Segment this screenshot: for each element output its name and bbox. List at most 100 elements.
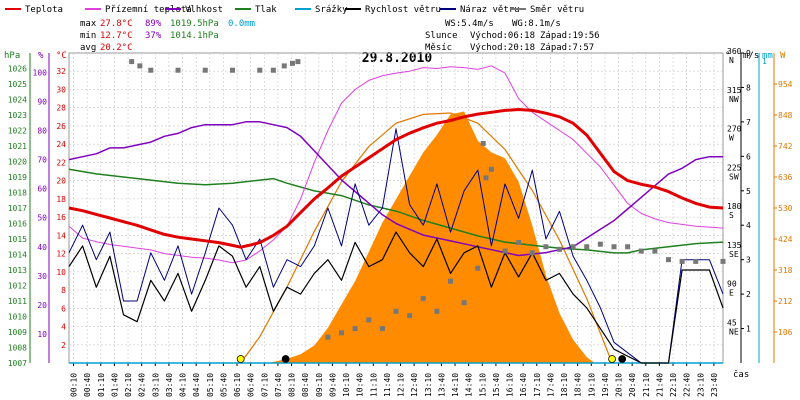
stats-min-temp: 12.7°C — [100, 31, 133, 41]
y-tick-label-hpa: 1019 — [8, 173, 27, 182]
wind-dir-point — [597, 241, 603, 247]
x-tick-label: 11:10 — [369, 373, 378, 397]
stats-avg-temp: 20.2°C — [100, 43, 133, 53]
stats-max-label: max — [80, 19, 97, 29]
y-tick-label-ms: 8 — [746, 83, 751, 92]
x-tick-label: 09:10 — [315, 373, 324, 397]
legend-label: Rychlost větru — [365, 5, 441, 15]
wind-dir-point — [175, 67, 181, 73]
y-tick-label-w: 212 — [778, 297, 793, 306]
stats-min-label: min — [80, 31, 96, 41]
y-tick-label-dir: NE — [729, 327, 739, 336]
y-tick-label-deg: 360 — [727, 47, 742, 56]
moon-label: Měsíc — [425, 43, 452, 53]
y-tick-label-degc: 28 — [56, 104, 66, 113]
x-tick-label: 22:10 — [669, 373, 678, 397]
x-tick-label: 22:40 — [683, 373, 692, 397]
x-tick-label: 06:10 — [233, 373, 242, 397]
axis-title-time: čas — [733, 369, 749, 380]
wind-dir-point — [148, 67, 154, 73]
y-tick-label-dir: W — [729, 134, 734, 143]
y-tick-label-degc: 20 — [56, 177, 66, 186]
wind-dir-point — [480, 140, 486, 146]
y-tick-label-w: 636 — [778, 173, 793, 182]
y-tick-label-w: 848 — [778, 111, 793, 120]
series-vlhkost — [68, 121, 723, 257]
x-tick-label: 14:10 — [451, 373, 460, 397]
moon-set: Západ:7:57 — [540, 43, 594, 53]
x-tick-label: 00:10 — [70, 373, 79, 397]
wind-dir-point — [461, 300, 467, 306]
x-tick-label: 20:10 — [615, 373, 624, 397]
x-tick-label: 21:40 — [655, 373, 664, 397]
y-tick-label-w: 742 — [778, 142, 793, 151]
stats-max-press: 1019.5hPa — [170, 19, 219, 29]
y-tick-label-deg: 45 — [727, 318, 737, 327]
wind-dir-point — [529, 250, 535, 256]
y-tick-label-deg: 225 — [727, 163, 742, 172]
x-tick-label: 15:40 — [492, 373, 501, 397]
x-tick-label: 14:40 — [465, 373, 474, 397]
wind-dir-point — [584, 244, 590, 250]
y-tick-label-hpa: 1011 — [8, 297, 27, 306]
y-tick-label-ms: 1 — [746, 325, 751, 334]
wind-dir-point — [611, 244, 617, 250]
y-tick-label-hpa: 1008 — [8, 344, 27, 353]
legend-rychlost-vetru: Rychlost větru — [345, 5, 441, 15]
x-tick-label: 18:10 — [560, 373, 569, 397]
x-tick-label: 19:10 — [587, 373, 596, 397]
legend-prizemni-teplota: Přízemní teplota — [85, 5, 192, 15]
y-tick-label-hpa: 1026 — [8, 65, 27, 74]
x-tick-label: 23:40 — [710, 373, 719, 397]
y-tick-label-hpa: 1022 — [8, 127, 27, 136]
plot-area — [68, 59, 726, 364]
x-tick-label: 11:40 — [383, 373, 392, 397]
y-tick-label-pct: 100 — [33, 68, 48, 77]
y-tick-label-degc: 26 — [56, 122, 66, 131]
sun-label: Slunce — [425, 31, 458, 41]
y-tick-label-pct: 40 — [37, 243, 47, 252]
stats-min-press: 1014.1hPa — [170, 31, 219, 41]
series-rychlost-vetru — [68, 231, 724, 364]
y-tick-label-hpa: 1025 — [8, 80, 27, 89]
y-tick-label-ms: 9 — [746, 49, 751, 58]
wind-dir-point — [625, 244, 631, 250]
x-tick-label: 13:10 — [424, 373, 433, 397]
wind-dir-point — [295, 59, 301, 65]
y-tick-label-hpa: 1023 — [8, 111, 27, 120]
wind-dir-point — [720, 258, 726, 264]
stats-avg-label: avg — [80, 43, 96, 53]
y-tick-label-mm: 1 — [762, 57, 767, 66]
axis-title-ms: m/s — [743, 51, 759, 61]
wind-dir-point — [652, 248, 658, 254]
stats-max-rain: 0.0mm — [228, 19, 255, 29]
y-tick-label-hpa: 1015 — [8, 235, 27, 244]
legend-label: Přízemní teplota — [105, 5, 192, 15]
y-tick-label-ms: 2 — [746, 290, 751, 299]
y-tick-label-degc: 18 — [56, 195, 66, 204]
y-tick-label-hpa: 1020 — [8, 158, 27, 167]
y-tick-label-w: 530 — [778, 204, 793, 213]
sun-rise: Východ:06:18 — [470, 31, 535, 41]
y-tick-label-degc: 22 — [56, 158, 66, 167]
y-tick-label-dir: SE — [729, 250, 739, 259]
wind-dir-point — [393, 308, 399, 314]
x-tick-label: 05:10 — [206, 373, 215, 397]
y-tick-label-dir: N — [729, 56, 734, 65]
legend-label: Srážky — [315, 5, 348, 15]
wind-dir-point — [543, 244, 549, 250]
x-tick-label: 10:10 — [342, 373, 351, 397]
wind-dir-point — [137, 63, 143, 69]
y-tick-label-dir: E — [729, 289, 734, 298]
y-tick-label-pct: 10 — [37, 330, 47, 339]
axis-title-hpa: hPa — [4, 51, 20, 61]
y-tick-label-hpa: 1024 — [8, 96, 27, 105]
moon-rise: Východ:20:18 — [470, 43, 535, 53]
y-tick-label-pct: 50 — [37, 214, 47, 223]
wind-dir-point — [281, 63, 287, 69]
moonrise-marker — [618, 355, 627, 363]
legend-vlhkost: Vlhkost — [165, 5, 223, 15]
y-tick-label-ms: 4 — [746, 221, 751, 230]
y-tick-label-hpa: 1018 — [8, 189, 27, 198]
